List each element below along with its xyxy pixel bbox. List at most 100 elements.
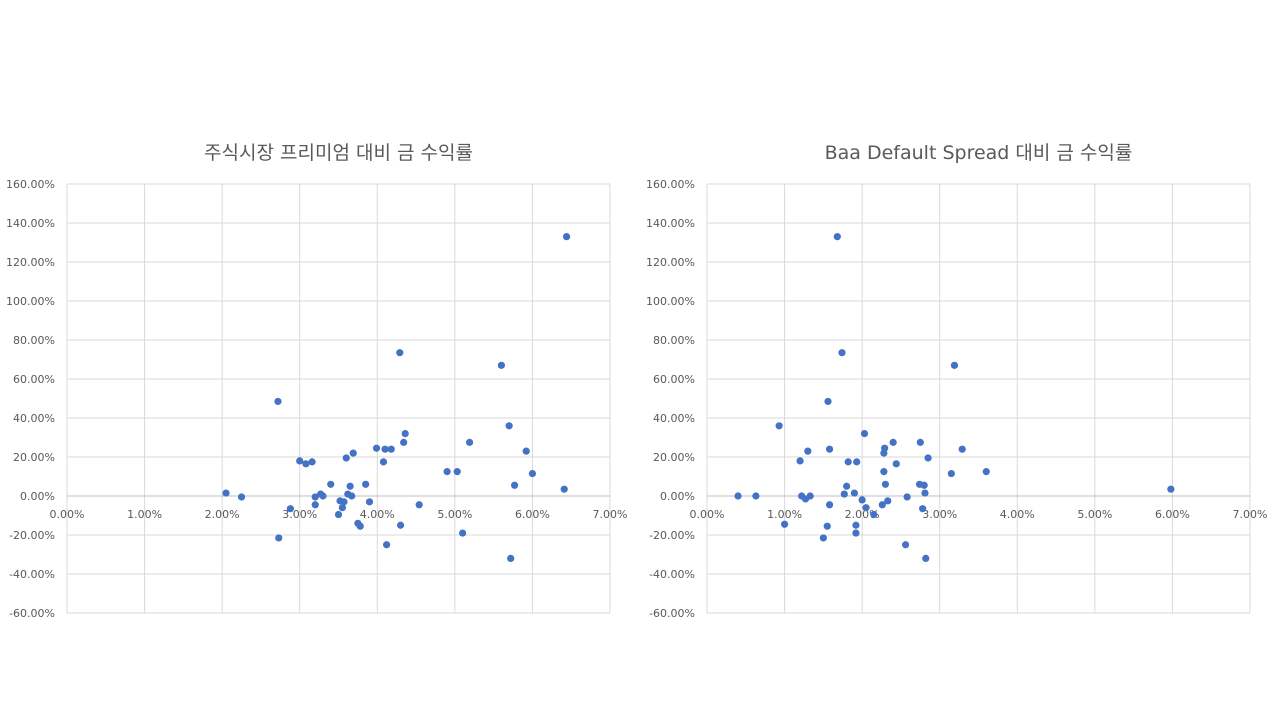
left-data-point [311,493,319,501]
right-x-tick-label: 5.00% [1077,508,1112,521]
left-y-tick-label: -60.00% [9,607,55,620]
left-data-point [497,361,505,369]
left-data-point [274,397,282,406]
right-data-point [860,430,869,438]
right-chart-title: Baa Default Spread 대비 금 수익률 [824,142,1133,164]
left-x-tick-label: 2.00% [205,508,240,521]
left-data-point [562,233,571,241]
right-data-point [878,501,886,509]
right-y-tick-label: 0.00% [660,490,695,503]
right-data-point [852,529,860,537]
left-data-point [522,447,530,455]
right-data-point [982,468,990,476]
left-data-point [362,480,370,488]
left-data-point [507,554,515,563]
right-data-point [853,458,861,466]
right-data-point [734,492,742,500]
right-y-tick-label: 60.00% [653,373,695,386]
right-data-point [922,554,930,563]
left-y-tick-label: 60.00% [13,373,55,386]
left-data-point [338,504,346,512]
left-data-point [379,458,388,466]
right-x-tick-label: 0.00% [690,508,725,521]
left-data-point [327,480,335,488]
left-y-tick-label: 0.00% [20,490,55,503]
right-x-tick-label: 3.00% [922,508,957,521]
left-data-point [372,444,381,452]
right-data-point [880,468,888,476]
left-x-tick-label: 5.00% [437,508,472,521]
right-data-point [921,489,929,497]
left-y-tick-label: 100.00% [6,295,55,308]
left-data-point [382,541,391,549]
right-y-tick-label: -40.00% [649,568,695,581]
right-y-tick-label: 20.00% [653,451,695,464]
right-x-tick-label: 1.00% [767,508,802,521]
right-y-tick-label: 140.00% [646,217,695,230]
left-y-tick-label: 20.00% [13,451,55,464]
right-data-point [833,233,841,241]
left-data-point [346,482,354,490]
right-data-point [838,349,846,357]
right-data-point [889,438,897,446]
left-data-point [286,505,295,513]
left-data-point [311,501,319,509]
left-data-point [400,438,408,446]
left-y-tick-label: -20.00% [9,529,55,542]
left-data-point [340,498,348,506]
left-data-point [319,492,327,500]
left-data-point [387,445,395,453]
left-data-point [528,469,537,478]
right-data-point [804,447,812,455]
right-data-point [884,497,892,505]
left-x-tick-label: 6.00% [515,508,550,521]
left-y-tick-label: -40.00% [9,568,55,581]
right-data-point [796,457,804,465]
right-x-tick-label: 7.00% [1233,508,1268,521]
right-data-point [850,489,858,497]
left-data-point [296,457,304,465]
left-data-point [237,493,246,501]
right-data-point [881,480,890,488]
right-data-point [862,504,870,512]
left-data-point [453,468,461,476]
right-data-point [752,492,760,500]
right-data-point [903,493,911,501]
right-y-tick-label: -60.00% [649,607,695,620]
left-data-point [459,529,467,537]
left-data-point [342,454,350,462]
left-x-tick-label: 4.00% [360,508,395,521]
left-y-tick-label: 120.00% [6,256,55,269]
right-data-point [947,469,955,478]
right-data-point [825,501,834,509]
right-y-tick-label: 80.00% [653,334,695,347]
left-data-point [401,430,409,438]
right-x-tick-label: 4.00% [1000,508,1035,521]
right-data-point [843,482,851,490]
left-data-point [275,534,283,542]
left-x-tick-label: 7.00% [593,508,628,521]
right-data-point [823,522,831,530]
left-data-point [560,485,568,493]
right-data-point [881,444,889,452]
right-data-point [819,534,827,542]
left-y-tick-label: 140.00% [6,217,55,230]
left-data-point [443,468,451,476]
left-data-point [365,498,374,506]
left-data-point [381,445,389,453]
right-data-point [852,521,860,529]
right-data-point [844,458,852,466]
left-data-point [396,349,404,357]
right-data-point [901,541,910,549]
right-data-point [806,492,814,500]
left-data-point [505,422,513,430]
right-data-point [870,510,878,519]
left-y-tick-label: 80.00% [13,334,55,347]
right-data-point [919,505,927,513]
right-y-tick-label: 160.00% [646,178,695,191]
left-x-tick-label: 0.00% [50,508,85,521]
right-y-tick-label: 40.00% [653,412,695,425]
right-y-tick-label: -20.00% [649,529,695,542]
